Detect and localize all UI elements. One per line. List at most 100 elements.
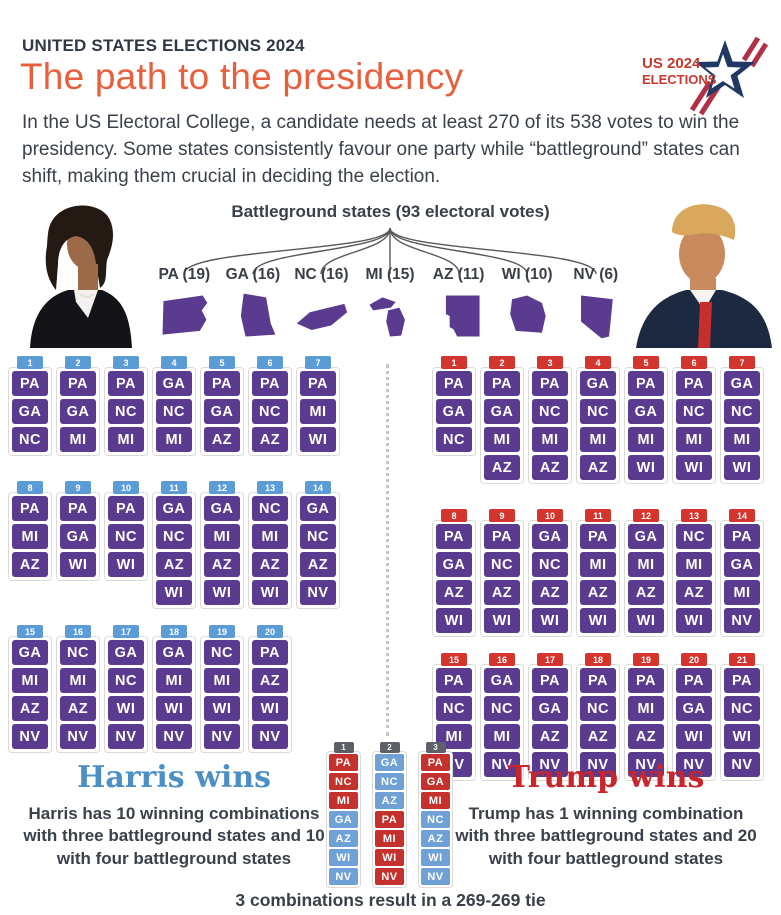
- trump-combination-14: 14 PA GA MI NV: [720, 509, 764, 637]
- intro-paragraph: In the US Electoral College, a candidate…: [22, 112, 740, 187]
- trump-wins-block: Trump wins Trump has 1 winning combinati…: [440, 760, 772, 870]
- combination-card: GA NC AZ PA MI WI NV: [372, 751, 407, 888]
- state-box-MI: MI: [204, 524, 240, 549]
- state-box-NC: NC: [60, 640, 96, 665]
- combination-number-badge: 7: [305, 356, 331, 369]
- trump-combination-20: 20 PA GA WI NV: [672, 653, 716, 781]
- state-box-GA: GA: [628, 399, 664, 424]
- combination-card: PA MI WI: [296, 367, 340, 456]
- kicker: UNITED STATES ELECTIONS 2024: [22, 36, 305, 55]
- state-shape-WI-icon: [499, 288, 555, 344]
- combination-card: PA NC AZ NV: [576, 664, 620, 781]
- combination-number-badge: 16: [65, 625, 91, 638]
- combination-card: PA GA MI NC AZ WI NV: [418, 751, 453, 888]
- state-box-NV: NV: [252, 724, 288, 749]
- harris-combination-5: 5 PA GA AZ: [200, 356, 244, 456]
- tie-combination-3: 3 PA GA MI NC AZ WI NV: [418, 742, 453, 888]
- trump-combination-9: 9 PA NC AZ WI: [480, 509, 524, 637]
- state-shape-NC-icon: [293, 288, 349, 344]
- state-shape-AZ-icon: [431, 288, 487, 344]
- combination-card: GA MI AZ WI: [624, 520, 668, 637]
- state-box-MI: MI: [484, 724, 520, 749]
- combination-card: PA NC AZ: [248, 367, 292, 456]
- harris-wins-title: Harris wins: [76, 760, 272, 795]
- combination-number-badge: 16: [489, 653, 515, 666]
- state-box-GA: GA: [484, 399, 520, 424]
- state-box-MI: MI: [628, 427, 664, 452]
- combination-card: PA GA WI NV: [672, 664, 716, 781]
- state-box-WI: WI: [204, 696, 240, 721]
- state-box-PA: PA: [580, 524, 616, 549]
- state-box-AZ: AZ: [484, 455, 520, 480]
- combination-number-badge: 10: [113, 481, 139, 494]
- combination-card: PA GA MI NV: [720, 520, 764, 637]
- state-box-NV: NV: [375, 868, 404, 885]
- state-box-NC: NC: [108, 524, 144, 549]
- combination-number-badge: 17: [113, 625, 139, 638]
- state-shape-NV-icon: [568, 288, 624, 344]
- state-box-PA: PA: [436, 668, 472, 693]
- harris-combination-7: 7 PA MI WI: [296, 356, 340, 456]
- state-box-GA: GA: [300, 496, 336, 521]
- combination-number-badge: 11: [161, 481, 187, 494]
- battleground-states-row: PA (19) GA (16) NC (16) MI (15) AZ (11) WI (1…: [150, 266, 630, 344]
- state-box-NC: NC: [676, 399, 712, 424]
- state-box-GA: GA: [12, 399, 48, 424]
- combination-card: GA MI AZ WI: [200, 492, 244, 609]
- combination-number-badge: 14: [729, 509, 755, 522]
- combination-number-badge: 13: [257, 481, 283, 494]
- state-box-WI: WI: [436, 608, 472, 633]
- state-box-MI: MI: [628, 696, 664, 721]
- trump-combination-8: 8 PA GA AZ WI: [432, 509, 476, 637]
- state-box-AZ: AZ: [60, 696, 96, 721]
- combination-number-badge: 2: [379, 742, 400, 753]
- harris-combination-18: 18 GA MI WI NV: [152, 625, 196, 753]
- state-box-NC: NC: [329, 773, 358, 790]
- battleground-title: Battleground states (93 electoral votes): [231, 202, 550, 221]
- state-box-GA: GA: [156, 371, 192, 396]
- combination-number-badge: 21: [729, 653, 755, 666]
- combination-number-badge: 11: [585, 509, 611, 522]
- state-box-WI: WI: [156, 696, 192, 721]
- combination-card: PA GA NC: [8, 367, 52, 456]
- combination-number-badge: 15: [17, 625, 43, 638]
- state-box-WI: WI: [252, 696, 288, 721]
- star-logo-icon: US 2024 ELECTIONS: [642, 36, 769, 116]
- state-box-AZ: AZ: [204, 552, 240, 577]
- state-box-GA: GA: [724, 552, 760, 577]
- harris-combination-1: 1 PA GA NC: [8, 356, 52, 456]
- combination-card: GA NC AZ NV: [296, 492, 340, 609]
- combination-card: GA NC MI WI: [720, 367, 764, 484]
- state-box-MI: MI: [580, 552, 616, 577]
- state-box-NC: NC: [676, 524, 712, 549]
- state-box-GA: GA: [204, 496, 240, 521]
- combination-card: PA MI AZ NV: [624, 664, 668, 781]
- battleground-state-WI: WI (10): [493, 266, 562, 344]
- state-box-AZ: AZ: [580, 455, 616, 480]
- state-box-GA: GA: [108, 640, 144, 665]
- state-label-WI: WI (10): [501, 266, 553, 283]
- state-box-AZ: AZ: [252, 427, 288, 452]
- state-box-PA: PA: [421, 754, 450, 771]
- combination-number-badge: 20: [681, 653, 707, 666]
- combination-card: GA MI AZ NV: [8, 636, 52, 753]
- state-box-PA: PA: [329, 754, 358, 771]
- combination-card: NC MI WI NV: [200, 636, 244, 753]
- state-box-GA: GA: [532, 524, 568, 549]
- combination-card: PA NC MI AZ: [528, 367, 572, 484]
- combination-card: PA NC AZ WI: [480, 520, 524, 637]
- battleground-state-PA: PA (19): [150, 266, 219, 344]
- combination-number-badge: 6: [257, 356, 283, 369]
- state-box-GA: GA: [436, 552, 472, 577]
- state-box-PA: PA: [60, 496, 96, 521]
- tie-combination-2: 2 GA NC AZ PA MI WI NV: [372, 742, 407, 888]
- state-box-NC: NC: [12, 427, 48, 452]
- combination-card: PA NC MI NV: [432, 664, 476, 781]
- trump-combination-19: 19 PA MI AZ NV: [624, 653, 668, 781]
- state-box-GA: GA: [484, 668, 520, 693]
- battleground-state-AZ: AZ (11): [424, 266, 493, 344]
- state-box-WI: WI: [484, 608, 520, 633]
- combination-number-badge: 19: [209, 625, 235, 638]
- combination-number-badge: 20: [257, 625, 283, 638]
- combination-card: PA NC WI: [104, 492, 148, 581]
